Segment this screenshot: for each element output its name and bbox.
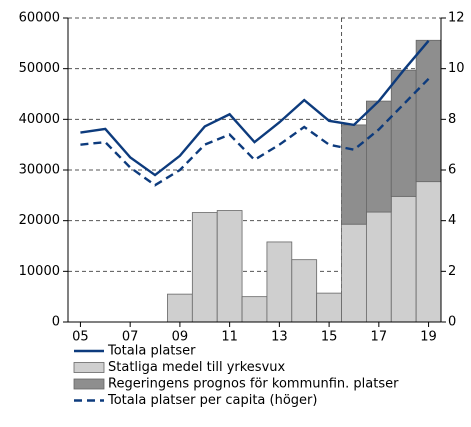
legend-label: Totala platser per capita (höger) <box>107 393 317 408</box>
legend-swatch <box>73 378 105 390</box>
y-tick-label: 10000 <box>19 264 60 279</box>
bar <box>216 210 243 323</box>
bar <box>191 212 218 323</box>
bar <box>167 293 193 323</box>
bar <box>390 69 417 197</box>
x-tick-label: 19 <box>420 330 437 345</box>
bar <box>241 296 268 323</box>
x-tick-label: 15 <box>321 330 338 345</box>
legend-label: Regeringens prognos för kommunfin. plats… <box>108 377 399 392</box>
y2-tick-label: 8 <box>448 112 456 127</box>
x-tick-label: 11 <box>221 330 238 345</box>
bar <box>291 259 318 323</box>
line-series <box>80 77 430 187</box>
y-tick-label: 60000 <box>19 11 60 26</box>
legend-label: Totala platser <box>107 344 196 359</box>
y-tick-label: 50000 <box>19 61 60 76</box>
line-series <box>80 40 430 177</box>
legend-label: Statliga medel till yrkesvux <box>108 360 286 375</box>
bar <box>390 195 417 323</box>
bar <box>415 39 442 183</box>
x-tick-label: 07 <box>122 330 139 345</box>
bar <box>341 223 367 323</box>
y2-tick-label: 2 <box>448 264 456 279</box>
legend-swatch <box>73 362 105 373</box>
y2-tick-label: 10 <box>448 61 465 76</box>
y2-tick-label: 6 <box>448 163 456 178</box>
x-tick-label: 13 <box>271 330 288 345</box>
bar <box>341 124 367 225</box>
y-tick-label: 30000 <box>19 163 60 178</box>
bar <box>266 241 293 323</box>
x-tick-label: 17 <box>371 330 388 345</box>
x-tick-label: 05 <box>72 330 89 345</box>
bar <box>415 181 442 323</box>
bar <box>365 211 392 323</box>
y2-tick-label: 0 <box>448 315 456 330</box>
y-tick-label: 20000 <box>19 213 60 228</box>
y2-tick-label: 4 <box>448 213 456 228</box>
x-tick-label: 09 <box>172 330 189 345</box>
bar <box>316 292 342 323</box>
y2-tick-label: 12 <box>448 11 465 26</box>
y-tick-label: 40000 <box>19 112 60 127</box>
y-tick-label: 0 <box>52 315 60 330</box>
bar <box>365 100 392 213</box>
